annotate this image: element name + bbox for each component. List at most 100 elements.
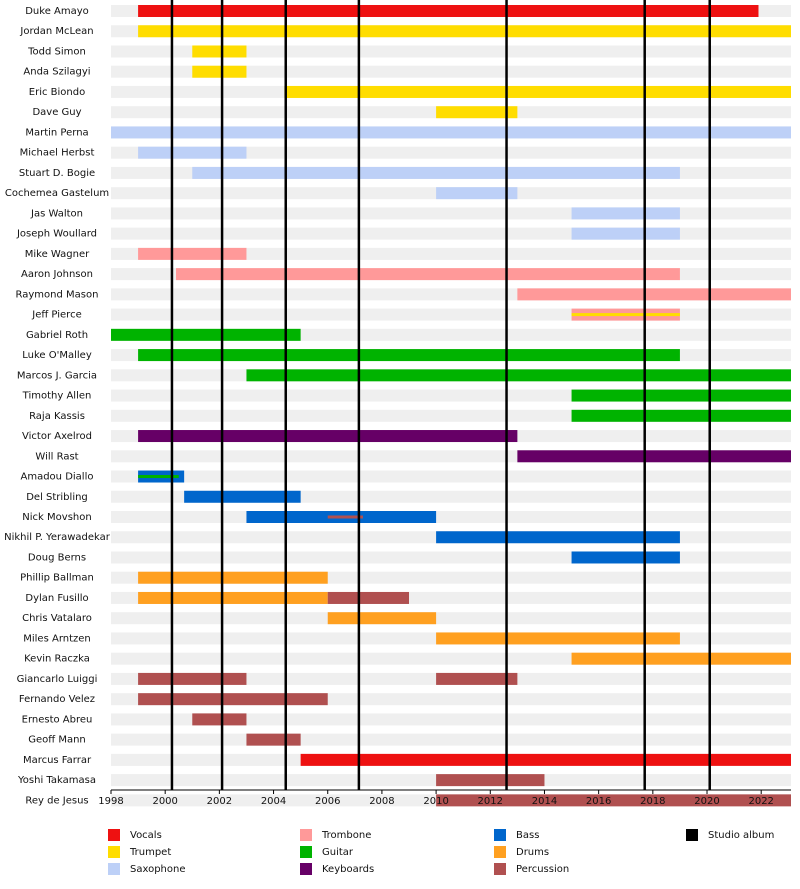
legend-label: Drums	[516, 847, 549, 858]
x-tick-label: 1998	[98, 796, 123, 807]
x-tick-label: 2012	[478, 796, 503, 807]
member-name: Fernando Velez	[19, 694, 95, 705]
role-bar	[436, 187, 518, 200]
member-name: Kevin Raczka	[24, 654, 90, 665]
role-bar	[184, 490, 301, 503]
x-tick-label: 2008	[369, 796, 394, 807]
row-band	[111, 713, 791, 726]
x-tick-label: 2014	[532, 796, 557, 807]
member-name: Dave Guy	[32, 107, 81, 118]
x-tick-label: 2018	[640, 796, 665, 807]
member-name: Michael Herbst	[20, 148, 95, 159]
legend-swatch	[300, 846, 312, 858]
member-name: Nikhil P. Yerawadekar	[4, 532, 111, 543]
legend-swatch	[300, 863, 312, 875]
role-bar	[571, 551, 680, 564]
legend-label: Studio album	[708, 830, 774, 841]
role-bar	[436, 672, 518, 685]
role-bar	[192, 65, 247, 78]
role-bar	[192, 45, 247, 58]
row-band	[111, 612, 791, 625]
member-name: Dylan Fusillo	[25, 593, 88, 604]
member-name: Yoshi Takamasa	[17, 775, 96, 786]
role-bar	[192, 713, 247, 726]
role-bar	[571, 409, 791, 422]
role-bar	[436, 794, 791, 807]
x-tick-label: 2016	[586, 796, 611, 807]
member-name: Stuart D. Bogie	[19, 168, 95, 179]
role-bar	[571, 207, 680, 220]
x-tick-label: 2004	[261, 796, 286, 807]
row-band	[111, 146, 791, 159]
role-bar	[192, 166, 680, 179]
role-bar	[111, 328, 301, 341]
member-name: Marcos J. Garcia	[17, 370, 97, 381]
member-name: Gabriel Roth	[26, 330, 88, 341]
legend-swatch	[686, 829, 698, 841]
member-name: Eric Biondo	[29, 87, 85, 98]
role-bar	[436, 774, 545, 787]
x-tick-label: 2000	[152, 796, 177, 807]
legend-label: Keyboards	[322, 864, 374, 875]
member-name: Raymond Mason	[16, 289, 99, 300]
member-name: Giancarlo Luiggi	[17, 674, 98, 685]
x-tick-label: 2022	[748, 796, 773, 807]
role-bar	[138, 591, 328, 604]
legend-label: Percussion	[516, 864, 569, 875]
member-name: Rey de Jesus	[25, 795, 88, 806]
member-name: Phillip Ballman	[20, 573, 94, 584]
role-bar	[571, 652, 791, 665]
role-bar	[327, 612, 437, 625]
role-bar	[436, 531, 680, 544]
legend-swatch	[494, 863, 506, 875]
role-bar	[284, 85, 791, 98]
member-name: Doug Berns	[28, 552, 86, 563]
member-name: Victor Axelrod	[22, 431, 92, 442]
member-name: Aaron Johnson	[21, 269, 93, 280]
role-bar	[138, 146, 247, 159]
row-band	[111, 247, 791, 260]
member-name: Nick Movshon	[22, 512, 91, 523]
member-name: Duke Amayo	[25, 6, 89, 17]
role-stripe	[327, 515, 363, 519]
x-tick-label: 2006	[315, 796, 340, 807]
legend-label: Trumpet	[129, 847, 171, 858]
row-band	[111, 207, 791, 220]
role-bar	[138, 693, 328, 706]
member-name: Geoff Mann	[28, 735, 86, 746]
member-name: Raja Kassis	[29, 411, 85, 422]
legend-swatch	[494, 846, 506, 858]
member-name: Luke O'Malley	[22, 350, 92, 361]
role-bar	[111, 126, 791, 139]
row-band	[111, 227, 791, 240]
member-name: Jordan McLean	[19, 26, 93, 37]
role-bar	[436, 632, 680, 645]
role-bar	[176, 268, 680, 281]
role-bar	[436, 106, 518, 119]
role-bar	[138, 430, 518, 443]
row-band	[111, 308, 791, 321]
legend-swatch	[108, 863, 120, 875]
role-bar	[571, 389, 791, 402]
legend-label: Vocals	[130, 830, 162, 841]
role-stripe	[571, 313, 680, 317]
role-bar	[246, 369, 792, 382]
member-name: Martin Perna	[25, 127, 88, 138]
role-bar	[327, 591, 410, 604]
role-bar	[300, 753, 791, 766]
role-bar	[517, 450, 791, 463]
legend-label: Guitar	[322, 847, 354, 858]
legend-label: Bass	[516, 830, 539, 841]
member-name: Jeff Pierce	[31, 310, 81, 321]
member-name: Miles Arntzen	[23, 633, 91, 644]
role-bar	[138, 25, 792, 38]
legend-swatch	[108, 846, 120, 858]
member-name: Joseph Woullard	[16, 229, 97, 240]
role-bar	[138, 5, 759, 17]
member-name: Will Rast	[35, 451, 78, 462]
legend-swatch	[494, 829, 506, 841]
member-name: Todd Simon	[27, 46, 86, 57]
row-band	[111, 733, 791, 746]
member-name: Anda Szilagyi	[23, 67, 90, 78]
